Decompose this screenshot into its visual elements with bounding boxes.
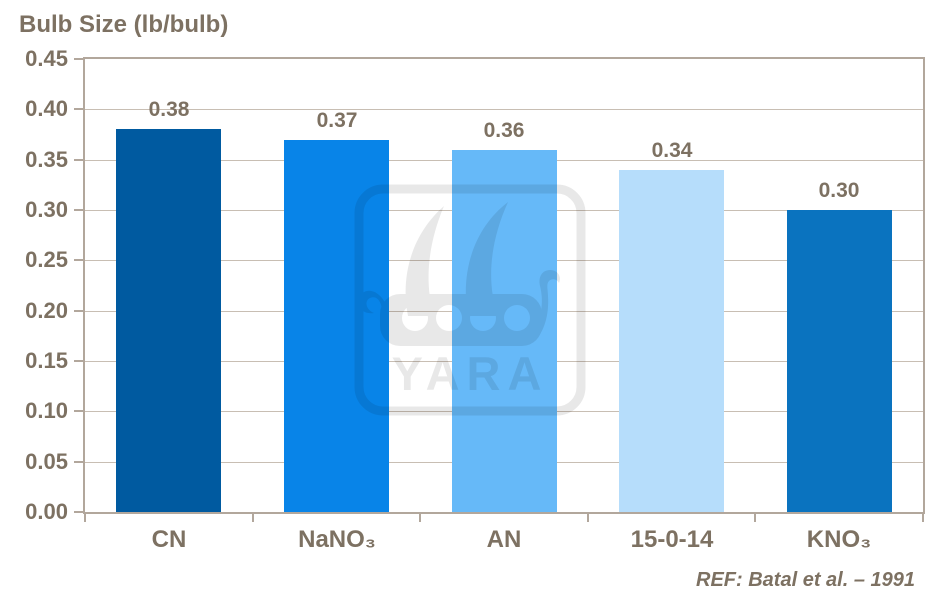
y-axis-tick <box>74 259 85 261</box>
x-axis-tick <box>754 514 756 522</box>
x-axis-tick <box>587 514 589 522</box>
x-axis-tick <box>84 514 86 522</box>
chart-title: Bulb Size (lb/bulb) <box>19 11 229 38</box>
x-axis-label: CN <box>151 526 187 553</box>
bar-KNO₃ <box>787 210 892 512</box>
plot-area-border <box>83 57 925 514</box>
y-axis-tick <box>74 310 85 312</box>
x-axis-label: KNO₃ <box>806 526 872 553</box>
y-axis-tick <box>74 360 85 362</box>
x-axis-tick <box>922 514 924 522</box>
reference-note: REF: Batal et al. – 1991 <box>696 569 915 591</box>
bar-15-0-14 <box>619 170 724 512</box>
y-axis-tick <box>74 108 85 110</box>
bar-NaNO₃ <box>284 140 389 512</box>
y-axis-tick <box>74 159 85 161</box>
bar-value-label: 0.36 <box>483 119 525 142</box>
y-axis-tick <box>74 410 85 412</box>
y-axis-label: 0.30 <box>25 197 68 222</box>
y-axis-tick <box>74 58 85 60</box>
x-axis-tick <box>252 514 254 522</box>
y-axis-label: 0.10 <box>25 398 68 423</box>
y-axis-label: 0.20 <box>25 298 68 323</box>
bar-AN <box>452 150 557 512</box>
bar-value-label: 0.30 <box>818 179 860 202</box>
y-axis-label: 0.45 <box>25 46 68 71</box>
y-axis-tick <box>74 209 85 211</box>
gridline <box>85 109 923 110</box>
y-axis-label: 0.05 <box>25 449 68 474</box>
bar-value-label: 0.38 <box>148 98 190 121</box>
x-axis-label: 15-0-14 <box>630 526 714 553</box>
x-axis-tick <box>419 514 421 522</box>
bar-CN <box>116 129 221 512</box>
y-axis-label: 0.35 <box>25 147 68 172</box>
x-axis-label: AN <box>486 526 522 553</box>
bar-value-label: 0.34 <box>651 139 693 162</box>
x-axis-label: NaNO₃ <box>298 526 376 553</box>
y-axis-label: 0.00 <box>25 499 68 524</box>
y-axis-tick <box>74 461 85 463</box>
y-axis-label: 0.15 <box>25 348 68 373</box>
y-axis-tick <box>74 511 85 513</box>
y-axis-label: 0.40 <box>25 96 68 121</box>
bar-value-label: 0.37 <box>316 109 358 132</box>
y-axis-label: 0.25 <box>25 247 68 272</box>
